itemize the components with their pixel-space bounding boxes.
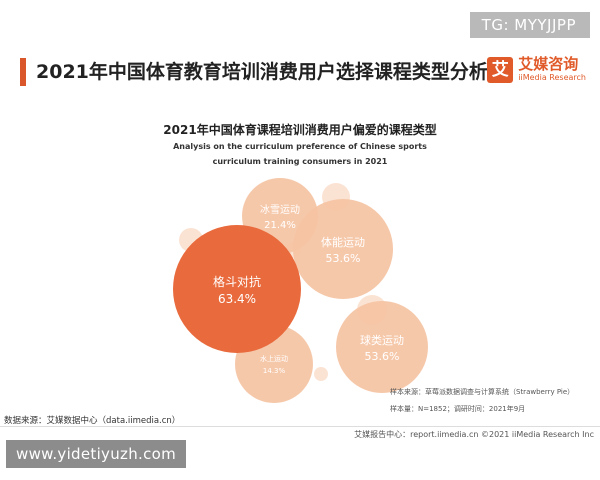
- logo-text: 艾媒咨询 iiMedia Research: [518, 56, 586, 83]
- bubble-value: 21.4%: [264, 220, 296, 231]
- bubble-3: 球类运动 53.6%: [336, 301, 428, 393]
- sample-source-note: 样本来源：草莓派数据调查与计算系统（Strawberry Pie）: [390, 388, 575, 396]
- data-source: 数据来源：艾媒数据中心（data.iimedia.cn）: [4, 416, 181, 426]
- iimedia-logo: 艾 艾媒咨询 iiMedia Research: [487, 56, 586, 83]
- sample-size-note: 样本量：N=1852；调研时间：2021年9月: [390, 405, 526, 413]
- bubble-label: 球类运动: [360, 333, 404, 347]
- logo-name-cn: 艾媒咨询: [518, 55, 579, 73]
- decorative-dot-4: [314, 367, 328, 381]
- bubble-label: 冰雪运动: [260, 203, 300, 216]
- bubble-2: 体能运动 53.6%: [293, 199, 393, 299]
- bubble-circle: [293, 199, 393, 299]
- logo-mark-icon: 艾: [487, 56, 514, 83]
- footer-divider: [0, 426, 600, 427]
- bubble-label: 水上运动: [260, 354, 288, 363]
- logo-name-en: iiMedia Research: [518, 73, 586, 82]
- telegram-badge: TG: MYYJJPP: [469, 12, 590, 38]
- bubble-1: 格斗对抗 63.4%: [173, 225, 301, 353]
- bubble-value: 63.4%: [218, 292, 256, 306]
- report-footer: 艾媒报告中心：report.iimedia.cn ©2021 iiMedia R…: [354, 430, 594, 439]
- chart-title: 2021年中国体育课程培训消费用户偏爱的课程类型: [163, 123, 437, 137]
- page-title: 2021年中国体育教育培训消费用户选择课程类型分析: [36, 61, 488, 83]
- site-watermark: www.yidetiyuzh.com: [6, 440, 187, 468]
- bubble-circle: [336, 301, 428, 393]
- chart-subtitle-line1: Analysis on the curriculum preference of…: [173, 142, 427, 151]
- bubble-value: 53.6%: [326, 252, 361, 265]
- bubble-value: 14.3%: [263, 367, 286, 375]
- bubble-label: 格斗对抗: [213, 274, 261, 289]
- title-accent-bar: [20, 58, 26, 86]
- bubble-circle: [173, 225, 301, 353]
- chart-subtitle-line2: curriculum training consumers in 2021: [212, 157, 388, 166]
- bubble-label: 体能运动: [321, 235, 365, 249]
- bubble-value: 53.6%: [365, 350, 400, 363]
